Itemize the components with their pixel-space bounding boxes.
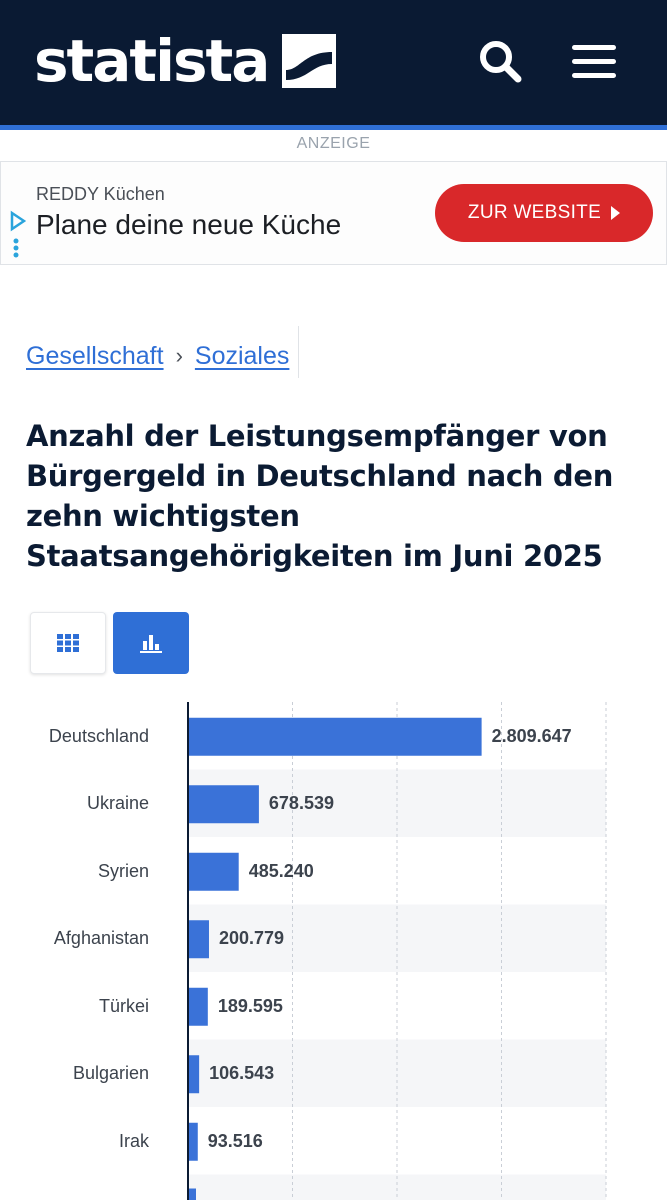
header-accent-line [0, 125, 667, 130]
grid-icon [57, 634, 79, 652]
bar[interactable] [188, 1188, 196, 1200]
logo-mark-icon [282, 34, 337, 88]
breadcrumb-item-gesellschaft[interactable]: Gesellschaft [26, 341, 164, 370]
category-label: Afghanistan [53, 928, 149, 949]
category-label: Syrien [97, 860, 149, 881]
bar[interactable] [188, 1055, 200, 1094]
page-title: Anzahl der Leistungsempfänger von Bürger… [26, 419, 614, 573]
bar[interactable] [188, 852, 239, 891]
category-label: Bulgarien [72, 1063, 149, 1084]
breadcrumb-item-soziales[interactable]: Soziales [194, 341, 290, 370]
value-label: 485.240 [248, 860, 314, 881]
ad-label: ANZEIGE [296, 135, 371, 152]
value-label: 93.516 [207, 1130, 263, 1151]
category-label: Ukraine [86, 793, 149, 814]
ad-cta-button[interactable]: ZUR WEBSITE [435, 184, 653, 242]
bar[interactable] [188, 785, 259, 824]
site-header: statista [0, 0, 667, 125]
chart-canvas [187, 702, 607, 1200]
value-label: 189.595 [217, 995, 283, 1016]
logo-text: statista [34, 27, 270, 95]
value-label: 106.543 [209, 1063, 275, 1084]
breadcrumb-divider [298, 326, 299, 378]
menu-button[interactable] [568, 36, 620, 88]
chart-view-button[interactable] [113, 612, 189, 674]
search-icon [480, 41, 522, 83]
ad-cta-label: ZUR WEBSITE [467, 202, 602, 223]
category-label: Türkei [98, 995, 149, 1016]
bar-chart: Deutschland 2.809.647 Ukraine 678.539 Syrien… [0, 702, 667, 1200]
category-label: Deutschland [48, 725, 149, 746]
bar[interactable] [188, 987, 208, 1026]
hamburger-menu-icon [572, 45, 616, 78]
bar[interactable] [188, 717, 482, 756]
category-label: Irak [118, 1130, 149, 1151]
value-label: 200.779 [218, 928, 285, 949]
value-label: 678.539 [268, 793, 334, 814]
bar[interactable] [188, 1122, 198, 1161]
bar-chart-icon [140, 635, 162, 653]
value-label: 2.809.647 [491, 725, 572, 746]
statista-logo[interactable]: statista [34, 27, 337, 95]
ad-banner[interactable]: REDDY Küchen Plane deine neue Küche ZUR … [0, 161, 667, 265]
search-button[interactable] [474, 36, 526, 88]
table-view-button[interactable] [30, 612, 106, 674]
ad-brand: REDDY Küchen [36, 184, 165, 204]
play-arrow-icon [611, 206, 621, 220]
ad-headline[interactable]: Plane deine neue Küche [36, 209, 342, 240]
breadcrumb: Gesellschaft › Soziales [26, 336, 289, 376]
bar[interactable] [188, 920, 209, 959]
adchoices-icon[interactable] [6, 210, 26, 266]
breadcrumb-separator: › [175, 343, 183, 368]
